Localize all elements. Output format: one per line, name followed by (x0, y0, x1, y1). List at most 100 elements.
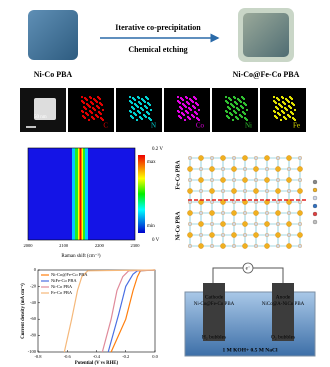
atom (276, 178, 280, 182)
eds-maps: 50 nm C N Co Ni Fe (20, 88, 306, 132)
eds-dot (193, 96, 195, 98)
region-label: Ni-Co PBA (175, 211, 181, 240)
atom (231, 210, 237, 216)
eds-dot (186, 101, 188, 103)
eds-dot (189, 98, 191, 100)
x-tick-label: -0.8 (34, 354, 42, 359)
eds-dot (134, 103, 136, 105)
atom (253, 210, 259, 216)
eds-dot (91, 116, 93, 118)
atom (221, 211, 225, 215)
eds-dot (241, 96, 243, 98)
eds-dot (129, 110, 131, 112)
x-tick-label: -0.6 (64, 354, 72, 359)
atom (221, 233, 225, 237)
atom (297, 188, 303, 194)
eds-dot (177, 110, 179, 112)
raman-ticks: 2000 2100 2200 2300 (24, 243, 141, 248)
eds-dot (179, 106, 181, 108)
eds-dot (230, 103, 232, 105)
scale-label: 50 nm (34, 115, 47, 120)
x-tick-label: -0.2 (122, 354, 129, 359)
atom (198, 155, 204, 161)
eds-dot (225, 100, 227, 102)
atom (187, 166, 193, 172)
atom (254, 222, 258, 226)
atom (198, 177, 204, 183)
eds-dot (177, 96, 179, 98)
eds-dot (81, 100, 83, 102)
y-tick-label: -20 (30, 283, 37, 288)
x-tick-label: 2000 (24, 243, 34, 248)
x-tick-label: 0.0 (152, 354, 158, 359)
legend-atom (312, 187, 318, 193)
eds-dot (237, 98, 239, 100)
eds-dot (225, 96, 227, 98)
atom (265, 189, 269, 193)
eds-dot (229, 112, 231, 114)
eds-dot (98, 111, 100, 113)
step-label: Chemical etching (128, 45, 187, 54)
eds-dot (100, 117, 102, 119)
eds-dot (88, 119, 90, 121)
electrode (272, 283, 294, 341)
lattice (187, 155, 318, 249)
legend-label: Fe-Co PBA (51, 290, 73, 295)
eds-dot (147, 102, 149, 104)
potential-label: 0 V (152, 238, 160, 243)
eds-dot (185, 110, 187, 112)
atom (275, 232, 281, 238)
atom (188, 178, 192, 182)
atom (264, 177, 270, 183)
atom (221, 189, 225, 193)
atom (275, 166, 281, 172)
element-label: Co (196, 122, 205, 130)
y-tick-label: -40 (30, 300, 37, 305)
atom (298, 244, 302, 248)
atom (276, 244, 280, 248)
eds-dot (192, 105, 194, 107)
eds-dot (225, 110, 227, 112)
atom (287, 189, 291, 193)
eds-dot (273, 96, 275, 98)
atom (221, 167, 225, 171)
lsv-chart: -0.8 -0.6 -0.4 -0.2 0.0 -100 -80 -60 -40 -20 0 Pote… (20, 267, 158, 366)
eds-dot (84, 97, 86, 99)
atom (231, 188, 237, 194)
eds-dot (273, 110, 275, 112)
eds-dot (146, 111, 148, 113)
eds-dot (242, 111, 244, 113)
atom (188, 222, 192, 226)
eds-dot (181, 112, 183, 114)
atom (231, 166, 237, 172)
eds-dot (137, 96, 139, 98)
atom (242, 243, 248, 249)
atom (209, 188, 215, 194)
eds-dot (185, 96, 187, 98)
eds-dot (182, 103, 184, 105)
atom (297, 166, 303, 172)
y-axis-label: Current density (mA cm⁻²) (20, 283, 26, 339)
eds-dot (278, 103, 280, 105)
eds-dot (89, 96, 91, 98)
eds-dot (85, 112, 87, 114)
eds-dot (130, 115, 132, 117)
heatmap-band (79, 148, 82, 240)
eds-dot (284, 107, 286, 109)
eds-dot (140, 107, 142, 109)
legend-atom (312, 195, 318, 201)
eds-dot (234, 101, 236, 103)
eds-dot (89, 110, 91, 112)
eds-dot (188, 107, 190, 109)
atom (220, 177, 226, 183)
eds-dot (246, 109, 248, 111)
eds-dot (81, 96, 83, 98)
atom (187, 188, 193, 194)
eds-dot (228, 97, 230, 99)
eds-dot (274, 115, 276, 117)
eds-dot (282, 101, 284, 103)
eds-dot (93, 98, 95, 100)
x-tick-label: 2100 (59, 243, 69, 248)
eds-dot (96, 105, 98, 107)
